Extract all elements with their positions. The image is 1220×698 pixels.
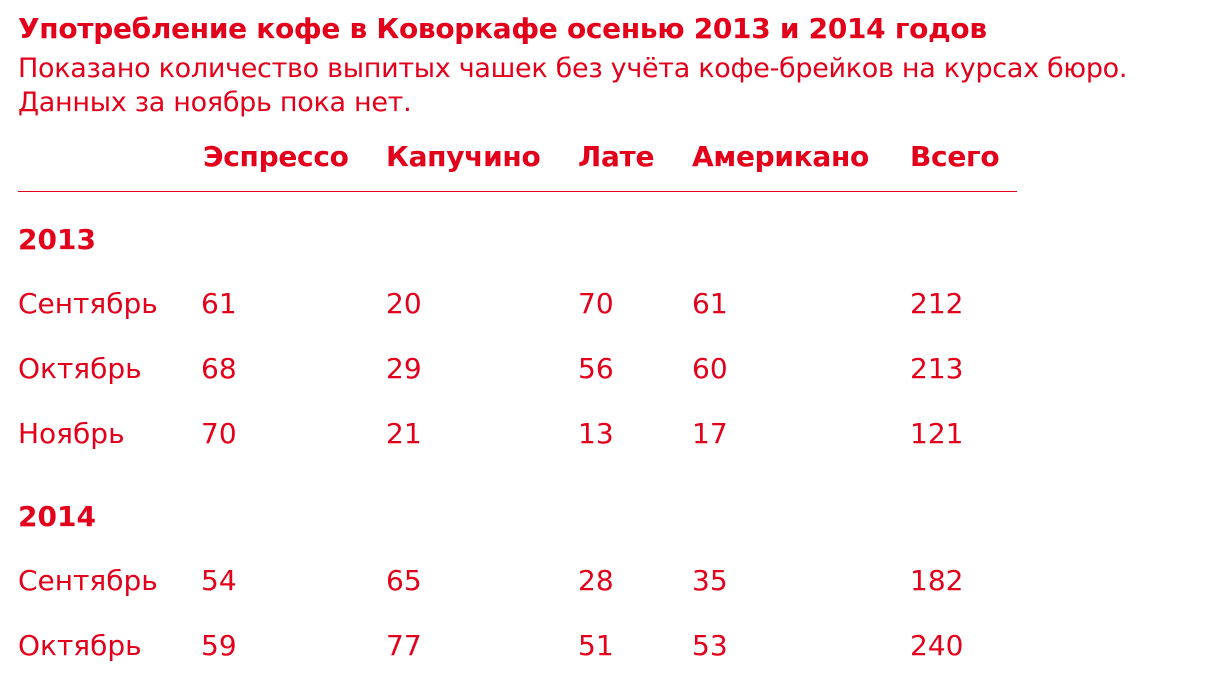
table-cell: 20 [386, 287, 422, 320]
column-header-total: Всего [910, 140, 1000, 173]
group-label-2013: 2013 [18, 223, 96, 256]
table-cell: 121 [910, 417, 964, 450]
table-cell: 17 [692, 417, 728, 450]
table-cell: 240 [910, 629, 964, 662]
table-cell: 59 [201, 629, 237, 662]
table-cell: 21 [386, 417, 422, 450]
row-label: Октябрь [18, 629, 142, 662]
table-cell: 53 [692, 629, 728, 662]
row-label: Сентябрь [18, 287, 158, 320]
subtitle-line-1: Показано количество выпитых чашек без уч… [18, 53, 1128, 84]
table-cell: 77 [386, 629, 422, 662]
table-cell: 213 [910, 352, 964, 385]
table-cell: 212 [910, 287, 964, 320]
table-title: Употребление кофе в Коворкафе осенью 201… [18, 12, 987, 45]
column-header-cappuccino: Капучино [386, 140, 541, 173]
table-cell: 13 [578, 417, 614, 450]
table-cell: 35 [692, 564, 728, 597]
subtitle-line-2: Данных за ноябрь пока нет. [18, 87, 412, 118]
table-cell: 28 [578, 564, 614, 597]
header-divider [18, 191, 1017, 192]
row-label: Ноябрь [18, 417, 125, 450]
table-cell: 29 [386, 352, 422, 385]
table-cell: 68 [201, 352, 237, 385]
column-header-espresso: Эспрессо [203, 140, 349, 173]
column-header-latte: Лате [578, 140, 655, 173]
table-cell: 70 [578, 287, 614, 320]
group-label-2014: 2014 [18, 500, 96, 533]
column-header-americano: Американо [692, 140, 869, 173]
table-cell: 61 [692, 287, 728, 320]
table-cell: 60 [692, 352, 728, 385]
table-cell: 182 [910, 564, 964, 597]
table-cell: 56 [578, 352, 614, 385]
table-cell: 70 [201, 417, 237, 450]
row-label: Октябрь [18, 352, 142, 385]
table-cell: 54 [201, 564, 237, 597]
table-cell: 51 [578, 629, 614, 662]
table-cell: 61 [201, 287, 237, 320]
table-cell: 65 [386, 564, 422, 597]
row-label: Сентябрь [18, 564, 158, 597]
table-subtitle: Показано количество выпитых чашек без уч… [18, 52, 1127, 120]
